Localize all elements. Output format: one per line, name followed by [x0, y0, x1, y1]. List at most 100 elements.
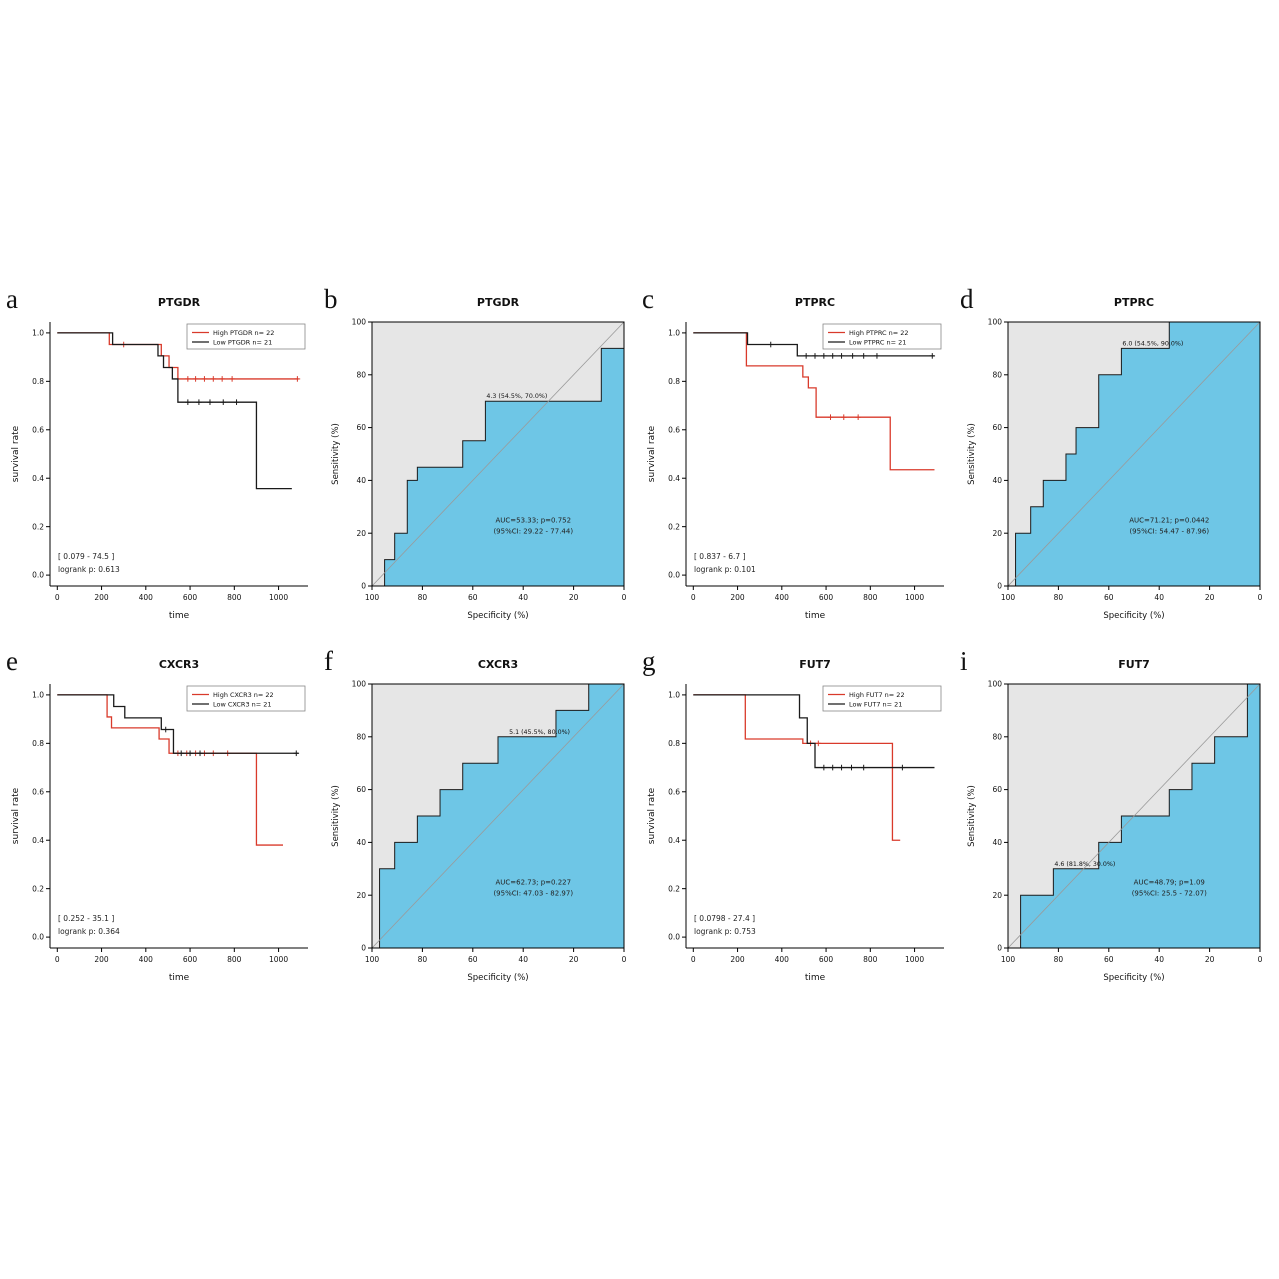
- svg-text:0.6: 0.6: [668, 425, 680, 434]
- svg-text:0: 0: [622, 955, 627, 964]
- svg-text:1000: 1000: [905, 593, 924, 602]
- svg-text:survival rate: survival rate: [11, 787, 21, 844]
- svg-text:Specificity (%): Specificity (%): [1103, 611, 1164, 621]
- svg-text:AUC=71.21; p=0.0442: AUC=71.21; p=0.0442: [1129, 517, 1209, 525]
- svg-text:80: 80: [992, 370, 1002, 379]
- svg-text:40: 40: [518, 955, 528, 964]
- roc-chart-ptgdr: PTGDR 100 80 60 40 20 0 0 20 40 60 80 100 Specificity…: [331, 296, 627, 621]
- svg-text:time: time: [805, 973, 826, 983]
- km-chart-cxcr3: CXCR3 0.0 0.2 0.4 0.6 0.8 1.0 0 200 400 600 800 1000…: [11, 658, 308, 983]
- svg-text:[ 0.252 - 35.1 ]: [ 0.252 - 35.1 ]: [58, 914, 114, 923]
- svg-text:100: 100: [988, 318, 1003, 327]
- svg-text:60: 60: [356, 423, 366, 432]
- svg-text:logrank p: 0.364: logrank p: 0.364: [58, 927, 120, 936]
- svg-text:Low FUT7 n= 21: Low FUT7 n= 21: [849, 700, 902, 708]
- svg-text:AUC=48.79; p=1.09: AUC=48.79; p=1.09: [1134, 879, 1205, 887]
- svg-text:600: 600: [819, 593, 834, 602]
- roc-chart-cxcr3: CXCR3 100 80 60 40 20 0 0 20 40 60 80 100 Specificity…: [331, 658, 627, 983]
- svg-text:5.1 (45.5%, 80.0%): 5.1 (45.5%, 80.0%): [509, 729, 570, 736]
- panel-e: e CXCR3 0.0 0.2 0.4 0.6 0.8 1.0 0 200 400 600 800 10…: [4, 648, 322, 1010]
- figure-row-1: a PTGDR 0.0 0.2 0.4 0.6 0.8 1.0 0 200 400 600 800 10…: [4, 286, 1276, 648]
- svg-text:(95%CI: 29.22 - 77.44): (95%CI: 29.22 - 77.44): [493, 528, 573, 536]
- svg-text:High PTGDR n= 22: High PTGDR n= 22: [213, 329, 274, 337]
- svg-text:CXCR3: CXCR3: [159, 658, 199, 671]
- svg-text:1000: 1000: [905, 955, 924, 964]
- svg-text:Specificity (%): Specificity (%): [467, 611, 528, 621]
- svg-text:20: 20: [569, 955, 579, 964]
- svg-text:CXCR3: CXCR3: [478, 658, 518, 671]
- svg-text:40: 40: [518, 593, 528, 602]
- svg-text:40: 40: [992, 476, 1002, 485]
- svg-text:0.2: 0.2: [668, 522, 680, 531]
- svg-text:600: 600: [183, 955, 198, 964]
- roc-chart-fut7: FUT7 100 80 60 40 20 0 0 20 40 60 80 100 Specificity …: [967, 658, 1263, 983]
- svg-text:1.0: 1.0: [668, 328, 680, 337]
- panel-i-letter: i: [960, 646, 968, 676]
- svg-text:(95%CI: 54.47 - 87.96): (95%CI: 54.47 - 87.96): [1129, 528, 1209, 536]
- svg-text:Sensitivity (%): Sensitivity (%): [967, 423, 977, 485]
- svg-text:(95%CI: 47.03 - 82.97): (95%CI: 47.03 - 82.97): [493, 890, 573, 898]
- svg-text:60: 60: [468, 955, 478, 964]
- panel-g-letter: g: [642, 646, 656, 676]
- svg-text:400: 400: [775, 955, 790, 964]
- km-chart-fut7: FUT7 0.0 0.2 0.4 0.6 0.8 1.0 0 200 400 600 800 1000 t…: [647, 658, 944, 983]
- svg-text:200: 200: [730, 593, 745, 602]
- svg-text:1000: 1000: [269, 593, 288, 602]
- svg-text:0.2: 0.2: [32, 522, 44, 531]
- svg-text:800: 800: [227, 955, 242, 964]
- svg-text:PTPRC: PTPRC: [795, 296, 835, 309]
- svg-text:200: 200: [94, 593, 109, 602]
- svg-text:600: 600: [819, 955, 834, 964]
- svg-text:0: 0: [1258, 955, 1263, 964]
- svg-text:0: 0: [997, 944, 1002, 953]
- svg-text:60: 60: [468, 593, 478, 602]
- svg-text:Specificity (%): Specificity (%): [467, 973, 528, 983]
- svg-text:Sensitivity (%): Sensitivity (%): [331, 423, 341, 485]
- svg-text:0.0: 0.0: [668, 571, 680, 580]
- svg-text:PTPRC: PTPRC: [1114, 296, 1154, 309]
- svg-text:200: 200: [730, 955, 745, 964]
- svg-text:Sensitivity (%): Sensitivity (%): [331, 785, 341, 847]
- svg-text:0: 0: [55, 955, 60, 964]
- svg-text:100: 100: [365, 593, 380, 602]
- svg-text:80: 80: [992, 732, 1002, 741]
- svg-text:0: 0: [1258, 593, 1263, 602]
- km-chart-ptprc: PTPRC 0.0 0.2 0.4 0.6 0.8 1.0 0 200 400 600 800 1000…: [647, 296, 944, 621]
- svg-text:20: 20: [992, 529, 1002, 538]
- svg-text:0: 0: [691, 593, 696, 602]
- svg-text:20: 20: [1205, 593, 1215, 602]
- svg-text:High FUT7 n= 22: High FUT7 n= 22: [849, 691, 905, 699]
- svg-text:0: 0: [361, 582, 366, 591]
- svg-text:survival rate: survival rate: [11, 425, 21, 482]
- svg-text:0.4: 0.4: [668, 474, 680, 483]
- svg-text:1.0: 1.0: [32, 328, 44, 337]
- svg-text:100: 100: [365, 955, 380, 964]
- panel-d-letter: d: [960, 284, 974, 314]
- svg-text:logrank p: 0.613: logrank p: 0.613: [58, 565, 120, 574]
- svg-text:[ 0.0798 - 27.4 ]: [ 0.0798 - 27.4 ]: [694, 914, 755, 923]
- svg-text:800: 800: [227, 593, 242, 602]
- svg-text:0.8: 0.8: [32, 377, 44, 386]
- svg-text:logrank p: 0.753: logrank p: 0.753: [694, 927, 756, 936]
- panel-i: i FUT7 100 80 60 40 20 0 0 20 40 60 80 100 Specificit…: [958, 648, 1276, 1010]
- svg-text:0.4: 0.4: [668, 836, 680, 845]
- svg-text:(95%CI: 25.5 - 72.07): (95%CI: 25.5 - 72.07): [1132, 890, 1207, 898]
- svg-text:AUC=53.33; p=0.752: AUC=53.33; p=0.752: [495, 517, 571, 525]
- svg-text:40: 40: [1154, 955, 1164, 964]
- svg-text:60: 60: [1104, 593, 1114, 602]
- svg-text:[ 0.079 - 74.5 ]: [ 0.079 - 74.5 ]: [58, 552, 114, 561]
- svg-text:80: 80: [1054, 593, 1064, 602]
- svg-text:100: 100: [988, 680, 1003, 689]
- panel-c: c PTPRC 0.0 0.2 0.4 0.6 0.8 1.0 0 200 400 600 800 10…: [640, 286, 958, 648]
- svg-text:survival rate: survival rate: [647, 787, 657, 844]
- svg-text:0.0: 0.0: [32, 933, 44, 942]
- svg-text:20: 20: [356, 529, 366, 538]
- panel-a: a PTGDR 0.0 0.2 0.4 0.6 0.8 1.0 0 200 400 600 800 10…: [4, 286, 322, 648]
- svg-text:0.6: 0.6: [32, 787, 44, 796]
- svg-text:600: 600: [183, 593, 198, 602]
- svg-text:400: 400: [775, 593, 790, 602]
- svg-text:800: 800: [863, 593, 878, 602]
- svg-text:60: 60: [992, 785, 1002, 794]
- svg-text:0: 0: [55, 593, 60, 602]
- svg-text:High PTPRC n= 22: High PTPRC n= 22: [849, 329, 909, 337]
